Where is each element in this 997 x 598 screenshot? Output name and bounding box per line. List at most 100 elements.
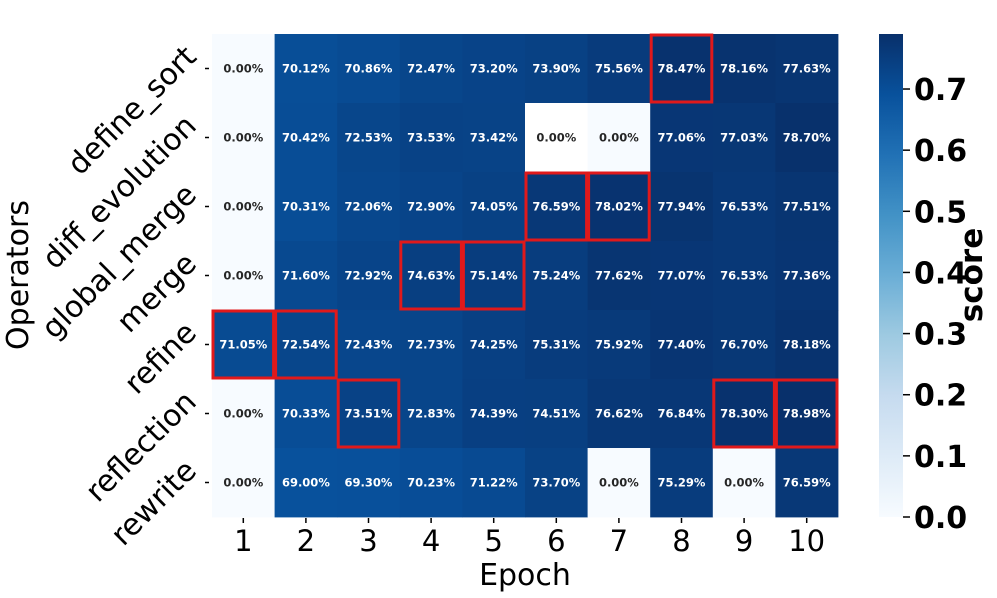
cell-value-label: 77.94% [658, 200, 706, 214]
cell-value-label: 0.00% [536, 131, 576, 145]
heatmap-cell [712, 241, 776, 311]
heatmap-cell [775, 379, 839, 449]
highlight-box [587, 171, 651, 242]
x-tick-label: 10 [788, 524, 825, 558]
highlight-box [774, 378, 839, 449]
heatmap-cell [525, 103, 588, 173]
heatmap-cell [587, 310, 651, 380]
heatmap-cell [775, 103, 839, 173]
cell-value-label: 72.83% [407, 407, 455, 421]
highlight-box [274, 309, 338, 380]
heatmap-cell [212, 172, 275, 242]
heatmap-cell [587, 34, 651, 104]
cell-value-label: 77.63% [783, 62, 831, 76]
cell-value-label: 78.70% [783, 131, 831, 145]
cell-value-label: 76.59% [783, 476, 831, 490]
cell-value-label: 70.12% [282, 62, 330, 76]
heatmap-cell [399, 34, 463, 104]
cell-value-label: 77.40% [658, 338, 706, 352]
highlight-box [211, 309, 276, 380]
heatmap-cell [650, 172, 714, 242]
cell-value-label: 78.18% [783, 338, 831, 352]
cell-value-label: 72.54% [282, 338, 330, 352]
heatmap-cell [775, 310, 839, 380]
highlight-box [461, 240, 526, 311]
cell-value-label: 69.00% [282, 476, 330, 490]
colorbar-tick-label: 0.3 [914, 318, 967, 353]
highlight-box [399, 240, 463, 311]
cell-value-label: 73.70% [532, 476, 580, 490]
heatmap-cell [399, 379, 463, 449]
cell-value-label: 78.98% [783, 407, 831, 421]
heatmap-cell [525, 241, 588, 311]
cell-value-label: 71.22% [470, 476, 518, 490]
cell-value-label: 0.00% [599, 131, 639, 145]
cell-value-label: 70.42% [282, 131, 330, 145]
x-tick-labels: 1 2 3 4 5 6 7 8 9 10 [234, 518, 825, 558]
heatmap-cell [525, 379, 588, 449]
heatmap-cell [712, 448, 776, 518]
cell-value-label: 72.92% [345, 269, 393, 283]
heatmap-cell [337, 241, 401, 311]
cell-value-label: 77.03% [720, 131, 768, 145]
heatmap-cell [462, 241, 526, 311]
heatmap-cell [337, 379, 401, 449]
heatmap-cell [462, 379, 526, 449]
cell-value-label: 70.86% [345, 62, 393, 76]
cell-value-label: 70.33% [282, 407, 330, 421]
cell-value-label: 71.60% [282, 269, 330, 283]
heatmap-cell [337, 448, 401, 518]
cell-value-label: 0.00% [223, 62, 263, 76]
heatmap-cell [274, 241, 338, 311]
heatmap-cell [462, 448, 526, 518]
x-tick-label: 8 [672, 524, 690, 558]
x-axis-title: Epoch [479, 558, 571, 593]
heatmap-cell [212, 241, 275, 311]
x-tick-label: 9 [735, 524, 753, 558]
cell-value-label: 69.30% [345, 476, 393, 490]
cell-value-label: 70.23% [407, 476, 455, 490]
cell-value-label: 75.24% [532, 269, 580, 283]
colorbar-tick-label: 0.5 [914, 195, 967, 230]
heatmap-cell [712, 103, 776, 173]
colorbar-tick-label: 0.7 [914, 73, 967, 108]
cell-value-label: 72.53% [345, 131, 393, 145]
heatmap-cell [274, 310, 338, 380]
colorbar-tick-label: 0.6 [914, 134, 967, 169]
highlight-boxes [211, 33, 839, 449]
heatmap-cells: 0.00% 70.12% 70.86% 72.47% 73.20% 73.90% 75.56… [212, 34, 839, 518]
heatmap-cell [650, 241, 714, 311]
heatmap-cell [212, 379, 275, 449]
heatmap-cell [525, 172, 588, 242]
x-tick-label: 7 [610, 524, 628, 558]
cell-value-label: 76.59% [532, 200, 580, 214]
cell-value-label: 74.25% [470, 338, 518, 352]
heatmap-cell [587, 379, 651, 449]
cell-value-label: 70.31% [282, 200, 330, 214]
heatmap-cell [274, 379, 338, 449]
cell-value-label: 73.90% [532, 62, 580, 76]
cell-value-label: 72.90% [407, 200, 455, 214]
cell-value-label: 77.62% [595, 269, 643, 283]
cell-value-label: 73.42% [470, 131, 518, 145]
cell-value-label: 74.63% [407, 269, 455, 283]
colorbar-tick-label: 0.4 [914, 256, 967, 291]
y-tick-labels: define_sortdiff_evolutionglobal_mergemer… [35, 39, 209, 553]
heatmap-cell [274, 34, 338, 104]
cell-value-label: 73.20% [470, 62, 518, 76]
cell-value-label: 0.00% [223, 269, 263, 283]
heatmap-cell [650, 34, 714, 104]
colorbar-tick-label: 0.2 [914, 379, 967, 414]
highlight-box [336, 378, 401, 449]
heatmap-cell [399, 241, 463, 311]
colorbar [879, 34, 903, 517]
heatmap-cell [650, 448, 714, 518]
heatmap-cell [587, 448, 651, 518]
cell-value-label: 75.14% [470, 269, 518, 283]
cell-value-label: 77.51% [783, 200, 831, 214]
cell-value-label: 73.51% [345, 407, 393, 421]
cell-value-label: 76.84% [658, 407, 706, 421]
colorbar-tick-label: 0.0 [914, 501, 967, 536]
cell-value-label: 0.00% [223, 476, 263, 490]
heatmap-cell [212, 103, 275, 173]
